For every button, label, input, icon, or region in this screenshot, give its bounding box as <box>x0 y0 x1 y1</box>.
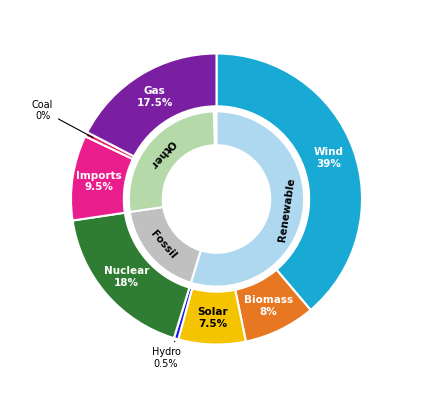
Wedge shape <box>71 136 133 220</box>
Wedge shape <box>73 213 189 338</box>
Text: Hydro
0.5%: Hydro 0.5% <box>152 341 181 369</box>
Wedge shape <box>216 53 362 310</box>
Text: Fossil: Fossil <box>148 229 178 261</box>
Wedge shape <box>174 288 192 339</box>
Text: Solar
7.5%: Solar 7.5% <box>197 307 228 329</box>
Text: Imports
9.5%: Imports 9.5% <box>76 171 122 192</box>
Wedge shape <box>235 270 310 341</box>
Text: Renewable: Renewable <box>277 177 296 242</box>
Wedge shape <box>85 132 134 159</box>
Wedge shape <box>130 207 201 283</box>
Wedge shape <box>129 111 215 212</box>
Text: Wind
39%: Wind 39% <box>313 147 343 169</box>
Wedge shape <box>87 53 216 156</box>
Text: Biomass
8%: Biomass 8% <box>244 295 293 317</box>
Text: Nuclear
18%: Nuclear 18% <box>103 266 149 287</box>
Text: Gas
17.5%: Gas 17.5% <box>136 86 173 108</box>
Text: Other: Other <box>148 138 177 170</box>
Text: Coal
0%: Coal 0% <box>32 100 93 138</box>
Wedge shape <box>178 289 246 345</box>
Wedge shape <box>191 111 304 287</box>
